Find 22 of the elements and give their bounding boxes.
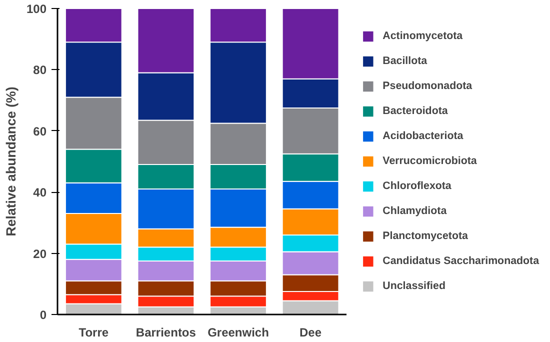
x-tick-label: Greenwich [208, 326, 269, 340]
x-tick-label: Torre [78, 326, 109, 340]
legend-label: Unclassified [382, 280, 446, 292]
legend-label: Pseudomonadota [382, 80, 472, 92]
x-tick-label: Barrientos [136, 326, 196, 340]
legend-label: Chloroflexota [382, 180, 452, 192]
y-tick-label: 40 [33, 186, 47, 200]
y-axis-title: Relative abundance (%) [3, 86, 18, 236]
x-tick-label: Dee [300, 326, 322, 340]
y-tick-label: 100 [26, 2, 47, 16]
y-tick-label: 60 [33, 124, 47, 138]
legend-label: Candidatus Saccharimonadota [382, 255, 539, 267]
legend-label: Actinomycetota [382, 30, 463, 42]
legend-label: Verrucomicrobiota [382, 155, 477, 167]
legend-label: Chlamydiota [382, 205, 447, 217]
legend-label: Planctomycetota [382, 230, 468, 242]
y-tick-label: 80 [33, 63, 47, 78]
y-tick-label: 20 [33, 246, 47, 261]
legend-label: Bacillota [382, 55, 428, 67]
y-tick-label: 0 [40, 308, 47, 322]
legend-label: Acidobacteriota [382, 130, 464, 142]
legend-label: Bacteroidota [382, 105, 448, 117]
